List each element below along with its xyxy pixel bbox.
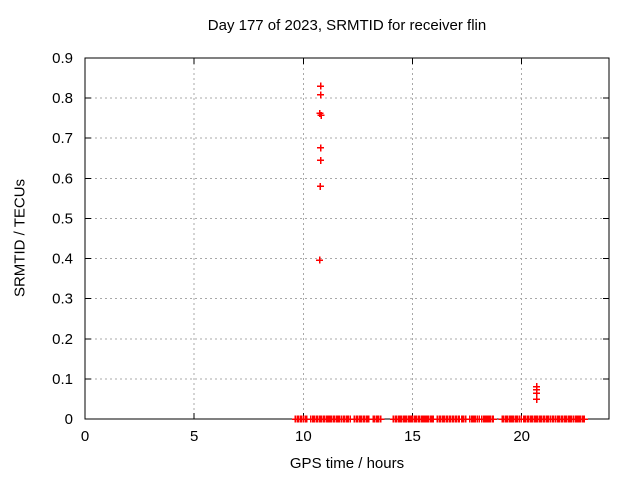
chart-title: Day 177 of 2023, SRMTID for receiver fli… bbox=[207, 17, 487, 34]
x-tick-label: 20 bbox=[513, 428, 530, 445]
y-tick-label: 0.5 bbox=[52, 210, 73, 227]
y-tick-label: 0.2 bbox=[52, 331, 73, 348]
axis-frame bbox=[84, 57, 610, 420]
x-tick-label: 15 bbox=[404, 428, 421, 445]
x-axis-label: GPS time / hours bbox=[289, 455, 405, 472]
data-markers bbox=[291, 82, 588, 423]
x-tick-label: 5 bbox=[190, 428, 198, 445]
y-tick-label: 0.9 bbox=[52, 50, 73, 67]
y-tick-label: 0.3 bbox=[52, 291, 73, 308]
x-tick-label: 10 bbox=[295, 428, 312, 445]
tick-marks bbox=[84, 57, 609, 420]
x-tick-label: 0 bbox=[81, 428, 89, 445]
grid-lines bbox=[85, 58, 609, 419]
y-tick-label: 0 bbox=[65, 411, 73, 428]
y-tick-label: 0.6 bbox=[52, 170, 73, 187]
y-tick-label: 0.4 bbox=[52, 251, 73, 268]
y-tick-label: 0.7 bbox=[52, 130, 73, 147]
y-tick-label: 0.1 bbox=[52, 371, 73, 388]
y-tick-label: 0.8 bbox=[52, 90, 73, 107]
